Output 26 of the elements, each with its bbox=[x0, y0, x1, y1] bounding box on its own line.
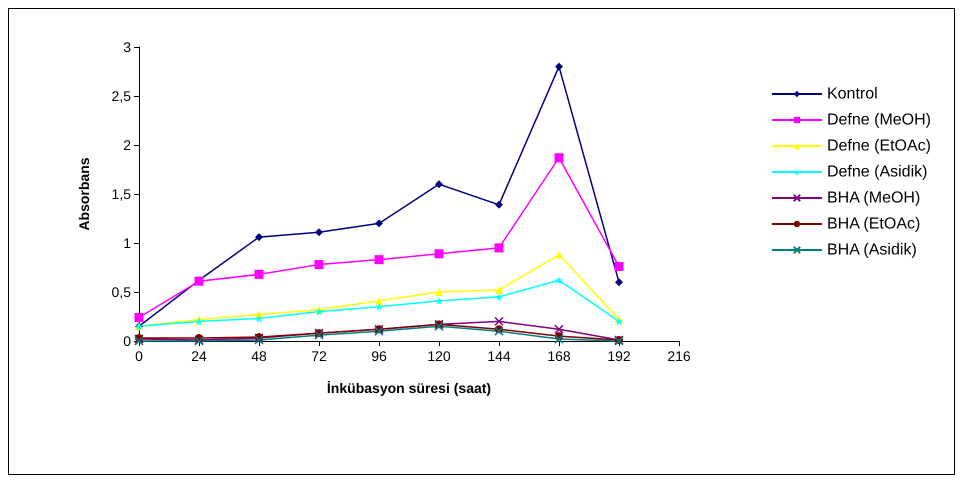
y-tick-label: 1,5 bbox=[112, 186, 132, 202]
x-tick-label: 192 bbox=[607, 348, 631, 364]
legend-label: Kontrol bbox=[826, 86, 878, 102]
x-tick-label: 24 bbox=[191, 348, 207, 364]
x-tick-label: 0 bbox=[135, 348, 144, 364]
x-axis-title: İnkübasyon süresi (saat) bbox=[326, 380, 492, 396]
legend-label: BHA (MeOH) bbox=[826, 190, 920, 206]
x-tick-label: 72 bbox=[311, 348, 327, 364]
x-tick-label: 48 bbox=[251, 348, 267, 364]
x-tick-label: 168 bbox=[547, 348, 571, 364]
legend-label: Defne (Asidik) bbox=[826, 164, 928, 180]
legend-label: BHA (Asidik) bbox=[826, 242, 917, 258]
y-tick-label: 1 bbox=[123, 235, 132, 251]
y-tick-label: 0,5 bbox=[112, 284, 132, 300]
y-axis-title: Absorbans bbox=[76, 157, 92, 231]
x-tick-label: 96 bbox=[371, 348, 387, 364]
y-tick-label: 2,5 bbox=[112, 88, 132, 104]
legend-label: Defne (EtOAc) bbox=[826, 138, 931, 154]
x-tick-label: 120 bbox=[427, 348, 451, 364]
y-tick-label: 0 bbox=[123, 333, 132, 349]
y-tick-label: 2 bbox=[123, 137, 132, 153]
legend-label: Defne (MeOH) bbox=[826, 112, 931, 128]
y-tick-label: 3 bbox=[123, 39, 132, 55]
legend-label: BHA (EtOAc) bbox=[826, 216, 920, 232]
x-tick-label: 216 bbox=[667, 348, 691, 364]
x-tick-label: 144 bbox=[487, 348, 511, 364]
